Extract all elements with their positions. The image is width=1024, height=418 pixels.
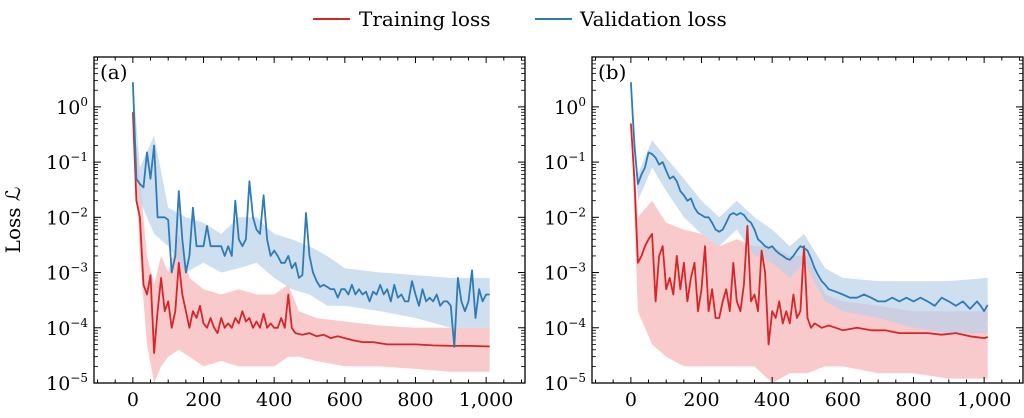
y-tick-label: 10−2: [46, 205, 88, 229]
panel-b: 0 200 400 600 800 1,000 10−5 10−4 10−3 10−2 10−1 10…: [544, 56, 1024, 411]
plot-area: [630, 82, 989, 383]
panel-a: 0 200 400 600 800 1,000 10−5 10−4 10−3 10−2 10−1 10…: [46, 56, 526, 411]
series-line-training: [132, 112, 490, 354]
y-tick-label: 10−2: [544, 205, 586, 229]
legend-validation-label: Validation loss: [579, 7, 727, 31]
x-tick-label: 1,000: [459, 389, 513, 411]
y-tick-label: 10−3: [46, 261, 88, 285]
x-tick-label: 200: [185, 389, 221, 411]
y-tick-label: 10−5: [46, 371, 88, 395]
x-tick-label: 800: [397, 389, 433, 411]
x-tick-label: 400: [256, 389, 292, 411]
y-tick-label: 10−4: [544, 316, 586, 340]
legend-training-label: Training loss: [359, 7, 491, 31]
x-tick-label: 1,000: [957, 389, 1011, 411]
uncertainty-band-training: [132, 112, 490, 383]
y-tick-label: 10−4: [46, 316, 88, 340]
x-tick-label: 600: [825, 389, 861, 411]
y-tick-label: 10−1: [46, 150, 88, 174]
series-line-training: [630, 123, 988, 346]
x-tick-label: 600: [327, 389, 363, 411]
x-tick-label: 800: [895, 389, 931, 411]
legend: Training loss Validation loss: [313, 7, 727, 31]
x-tick-label: 0: [127, 389, 139, 411]
x-tick-label: 200: [683, 389, 719, 411]
panel-label: (a): [100, 60, 128, 84]
uncertainty-band-validation: [132, 82, 490, 328]
plot-area: [132, 82, 490, 383]
uncertainty-band-validation: [630, 82, 988, 334]
y-tick-label: 100: [56, 95, 88, 119]
series-line-validation: [132, 82, 490, 348]
y-axis-label: Loss ℒ: [1, 187, 25, 254]
y-tick-label: 10−5: [544, 371, 586, 395]
x-tick-label: 0: [625, 389, 637, 411]
y-tick-label: 100: [554, 95, 586, 119]
panel-label: (b): [598, 60, 626, 84]
x-tick-label: 400: [754, 389, 790, 411]
y-tick-label: 10−3: [544, 261, 586, 285]
series-line-validation: [630, 82, 989, 313]
y-tick-label: 10−1: [544, 150, 586, 174]
